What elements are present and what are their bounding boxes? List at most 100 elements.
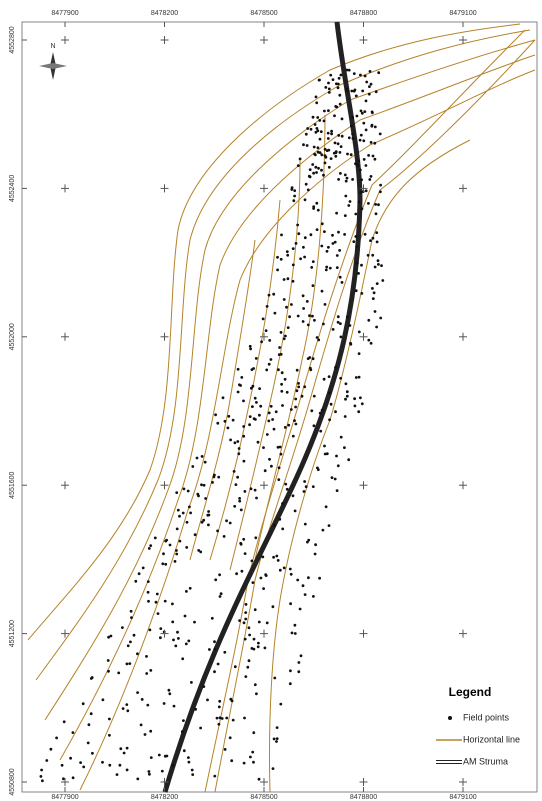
field-point	[253, 638, 256, 641]
field-point	[227, 415, 230, 418]
field-point	[275, 740, 278, 743]
field-point	[262, 318, 265, 321]
field-point	[302, 320, 305, 323]
field-point	[353, 397, 356, 400]
field-point	[211, 481, 214, 484]
field-point	[72, 731, 75, 734]
field-point	[297, 315, 300, 318]
field-point	[288, 315, 291, 318]
field-point	[323, 378, 326, 381]
field-point	[272, 767, 275, 770]
field-point	[360, 178, 363, 181]
field-point	[374, 266, 377, 269]
field-point	[338, 77, 341, 80]
field-point	[306, 127, 309, 130]
field-point	[278, 466, 281, 469]
field-point	[304, 593, 307, 596]
field-point	[330, 403, 333, 406]
field-point	[147, 591, 150, 594]
field-point	[216, 530, 219, 533]
field-point	[311, 163, 314, 166]
field-point	[334, 105, 337, 108]
field-point	[249, 415, 252, 418]
field-point	[194, 708, 197, 711]
field-point	[301, 395, 304, 398]
field-point	[244, 675, 247, 678]
field-point	[327, 246, 330, 249]
field-point	[214, 648, 217, 651]
field-point	[339, 151, 342, 154]
field-point	[294, 632, 297, 635]
field-point	[377, 263, 380, 266]
field-point	[379, 184, 382, 187]
field-point	[333, 114, 336, 117]
x-tick-label: 8478500	[250, 794, 277, 801]
field-point	[346, 395, 349, 398]
field-point	[313, 424, 316, 427]
field-point	[302, 584, 305, 587]
field-point	[182, 512, 185, 515]
field-point	[310, 128, 313, 131]
field-point	[337, 321, 340, 324]
field-point	[319, 412, 322, 415]
field-point	[290, 408, 293, 411]
field-point	[187, 490, 190, 493]
field-point	[146, 704, 149, 707]
field-point	[189, 512, 192, 515]
field-point	[171, 621, 174, 624]
field-point	[174, 560, 177, 563]
field-point	[133, 634, 136, 637]
field-point	[367, 254, 370, 257]
field-point	[273, 677, 276, 680]
y-tick-label: 4552400	[9, 175, 16, 202]
field-point	[213, 775, 216, 778]
field-point	[374, 158, 377, 161]
field-point	[248, 659, 251, 662]
field-point	[373, 142, 376, 145]
field-point	[325, 269, 328, 272]
field-point	[214, 578, 217, 581]
field-point	[238, 619, 241, 622]
field-point	[175, 491, 178, 494]
field-point	[309, 176, 312, 179]
field-point	[129, 641, 132, 644]
field-point	[182, 719, 185, 722]
field-point	[270, 465, 273, 468]
field-point	[156, 593, 159, 596]
field-point	[317, 151, 320, 154]
field-point	[251, 647, 254, 650]
field-point	[147, 600, 150, 603]
field-point	[208, 514, 211, 517]
field-point	[270, 405, 273, 408]
field-point	[287, 326, 290, 329]
field-point	[188, 506, 191, 509]
field-point	[321, 409, 324, 412]
field-point	[91, 752, 94, 755]
field-point	[277, 559, 280, 562]
field-point	[233, 505, 236, 508]
field-point	[327, 132, 330, 135]
field-point	[359, 169, 362, 172]
field-point	[370, 342, 373, 345]
field-point	[148, 770, 151, 773]
field-point	[183, 749, 186, 752]
field-point	[375, 326, 378, 329]
field-point	[126, 747, 129, 750]
field-point	[107, 659, 110, 662]
field-point	[172, 639, 175, 642]
field-point	[371, 254, 374, 257]
field-point	[337, 464, 340, 467]
field-point	[281, 404, 284, 407]
field-point	[372, 155, 375, 158]
field-point	[351, 133, 354, 136]
field-point	[381, 279, 384, 282]
field-point	[229, 698, 232, 701]
field-point	[278, 346, 281, 349]
field-point	[88, 723, 91, 726]
field-point	[128, 662, 131, 665]
field-point	[179, 540, 182, 543]
field-point	[362, 139, 365, 142]
field-point	[367, 202, 370, 205]
field-point	[196, 493, 199, 496]
field-point	[121, 626, 124, 629]
